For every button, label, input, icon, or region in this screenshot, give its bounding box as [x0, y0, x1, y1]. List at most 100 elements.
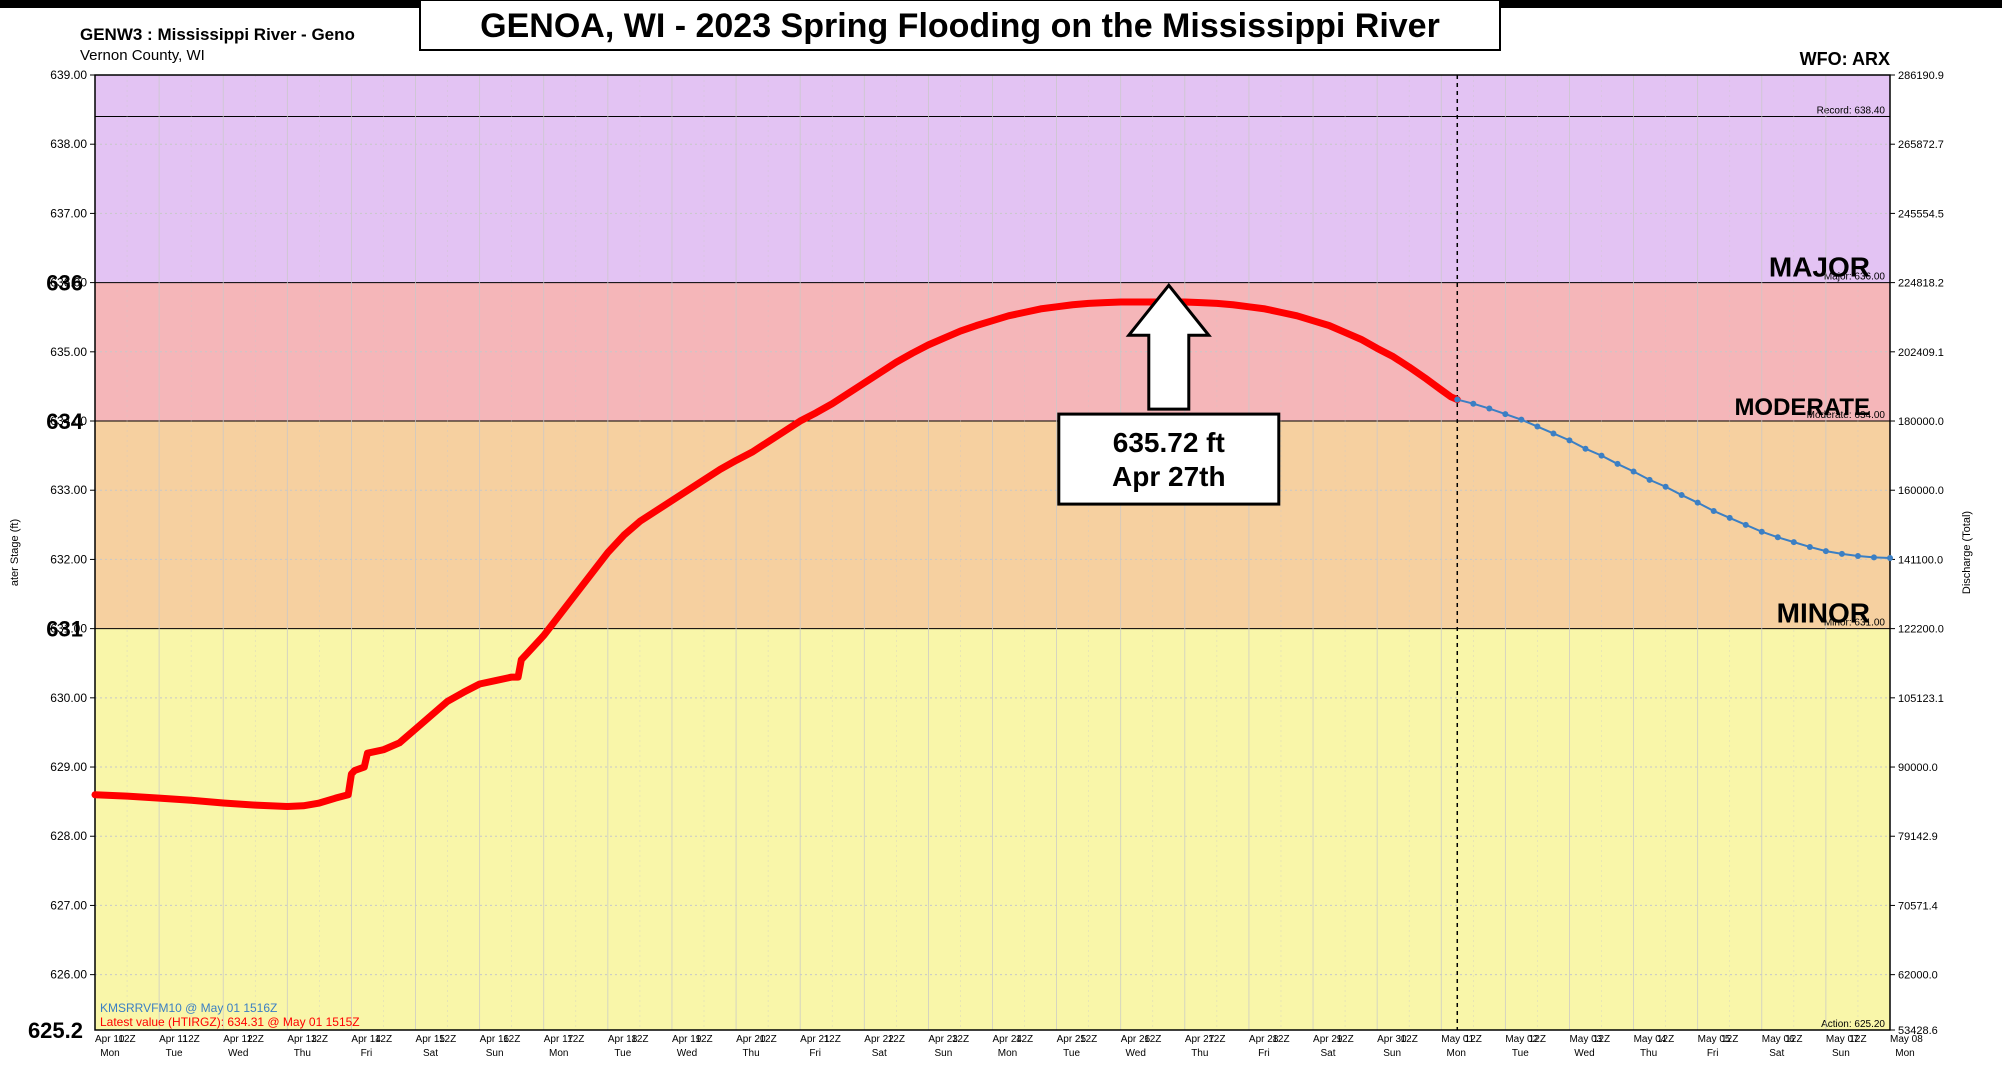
forecast-point: [1647, 477, 1653, 483]
y-tick: 628.00: [50, 829, 87, 843]
y2-tick: 245554.5: [1898, 208, 1944, 220]
y2-tick: 202409.1: [1898, 347, 1944, 359]
forecast-point: [1727, 515, 1733, 521]
x-tick-12z: 12Z: [567, 1034, 584, 1045]
forecast-point: [1615, 461, 1621, 467]
forecast-point: [1839, 551, 1845, 557]
y2-tick: 79142.9: [1898, 831, 1938, 843]
y2-tick: 160000.0: [1898, 485, 1944, 497]
y-tick: 627.00: [50, 898, 87, 912]
x-tick-dow: Mon: [998, 1048, 1017, 1059]
x-tick-dow: Thu: [742, 1048, 759, 1059]
y2-tick: 90000.0: [1898, 762, 1938, 774]
x-tick-dow: Fri: [361, 1048, 373, 1059]
y2-tick: 70571.4: [1898, 900, 1938, 912]
forecast-point: [1550, 430, 1556, 436]
x-tick-12z: 12Z: [631, 1034, 648, 1045]
wfo-label: WFO: ARX: [1800, 49, 1890, 69]
y-tick: 632.00: [50, 552, 87, 566]
y-tick: 630.00: [50, 691, 87, 705]
y2-tick: 105123.1: [1898, 693, 1944, 705]
x-tick-12z: 12Z: [1593, 1034, 1610, 1045]
x-tick-12z: 12Z: [1208, 1034, 1225, 1045]
band-label: MAJOR: [1769, 252, 1870, 283]
x-tick-dow: Sun: [1383, 1048, 1401, 1059]
x-tick-12z: 12Z: [1144, 1034, 1161, 1045]
y2-tick: 286190.9: [1898, 70, 1944, 82]
footer-model: KMSRRVFM10 @ May 01 1516Z: [100, 1001, 277, 1015]
y-tick: 626.00: [50, 968, 87, 982]
band-label: MINOR: [1777, 598, 1870, 629]
forecast-point: [1775, 534, 1781, 540]
x-tick-dow: Tue: [166, 1048, 183, 1059]
forecast-point: [1679, 492, 1685, 498]
y2-tick: 265872.7: [1898, 139, 1944, 151]
crest-value: 635.72 ft: [1113, 427, 1225, 458]
x-tick-dow: Sat: [423, 1048, 438, 1059]
crest-date: Apr 27th: [1112, 461, 1226, 492]
forecast-point: [1518, 417, 1524, 423]
y-tick: 637.00: [50, 206, 87, 220]
x-tick-dow: Thu: [294, 1048, 311, 1059]
x-tick-dow: Sat: [872, 1048, 887, 1059]
y2-tick: 62000.0: [1898, 970, 1938, 982]
x-tick-12z: 12Z: [1785, 1034, 1802, 1045]
x-tick-12z: 12Z: [1529, 1034, 1546, 1045]
x-tick-dow: Sat: [1321, 1048, 1336, 1059]
x-tick-dow: Sun: [934, 1048, 952, 1059]
forecast-point: [1566, 437, 1572, 443]
forecast-point: [1599, 453, 1605, 459]
forecast-point: [1791, 539, 1797, 545]
y-tick-bold: 631: [46, 617, 83, 642]
forecast-point: [1871, 554, 1877, 560]
y-tick: 629.00: [50, 760, 87, 774]
x-tick-12z: 12Z: [952, 1034, 969, 1045]
x-tick-dow: Mon: [1447, 1048, 1466, 1059]
x-tick-dow: Fri: [809, 1048, 821, 1059]
y-tick: 633.00: [50, 483, 87, 497]
x-tick-12z: 12Z: [1401, 1034, 1418, 1045]
x-tick-12z: 12Z: [1336, 1034, 1353, 1045]
footer-latest: Latest value (HTIRGZ): 634.31 @ May 01 1…: [100, 1015, 360, 1029]
forecast-point: [1855, 553, 1861, 559]
x-tick-12z: 12Z: [1016, 1034, 1033, 1045]
x-tick-dow: Sun: [486, 1048, 504, 1059]
x-tick-dow: Mon: [549, 1048, 568, 1059]
x-tick-12z: 12Z: [1849, 1034, 1866, 1045]
x-tick-dow: Sun: [1832, 1048, 1850, 1059]
forecast-point: [1534, 424, 1540, 430]
y-tick: 638.00: [50, 137, 87, 151]
y-tick-bold: 634: [46, 409, 83, 434]
forecast-point: [1502, 411, 1508, 417]
x-tick-12z: 12Z: [824, 1034, 841, 1045]
forecast-point: [1695, 500, 1701, 506]
y2-axis-label: Discharge (Total): [1961, 511, 1973, 594]
forecast-point: [1759, 529, 1765, 535]
forecast-point: [1486, 406, 1492, 412]
forecast-point: [1711, 508, 1717, 514]
x-tick-12z: 12Z: [695, 1034, 712, 1045]
x-tick-dow: Thu: [1640, 1048, 1657, 1059]
forecast-point: [1663, 484, 1669, 490]
forecast-point: [1807, 544, 1813, 550]
x-tick-12z: 12Z: [888, 1034, 905, 1045]
y2-tick: 141100.0: [1898, 554, 1943, 566]
forecast-point: [1470, 401, 1476, 407]
y-tick-bold: 625.2: [28, 1018, 83, 1043]
x-tick-12z: 12Z: [1465, 1034, 1482, 1045]
x-tick-dow: Tue: [614, 1048, 631, 1059]
hydrograph-chart: GENOA, WI - 2023 Spring Flooding on the …: [0, 0, 2002, 1089]
x-tick-dow: Wed: [677, 1048, 697, 1059]
x-tick-12z: 12Z: [760, 1034, 777, 1045]
x-tick-12z: 12Z: [1080, 1034, 1097, 1045]
forecast-point: [1887, 555, 1893, 561]
x-tick-dow: Fri: [1258, 1048, 1270, 1059]
x-tick-dow: Tue: [1063, 1048, 1080, 1059]
x-tick-dow: Tue: [1512, 1048, 1529, 1059]
forecast-point: [1582, 446, 1588, 452]
x-tick-dow: Wed: [1126, 1048, 1146, 1059]
ref-line-label: Action: 625.20: [1821, 1019, 1885, 1030]
station-id: GENW3 : Mississippi River - Geno: [80, 25, 355, 44]
chart-title: GENOA, WI - 2023 Spring Flooding on the …: [480, 7, 1440, 45]
x-tick-dow: Thu: [1191, 1048, 1208, 1059]
